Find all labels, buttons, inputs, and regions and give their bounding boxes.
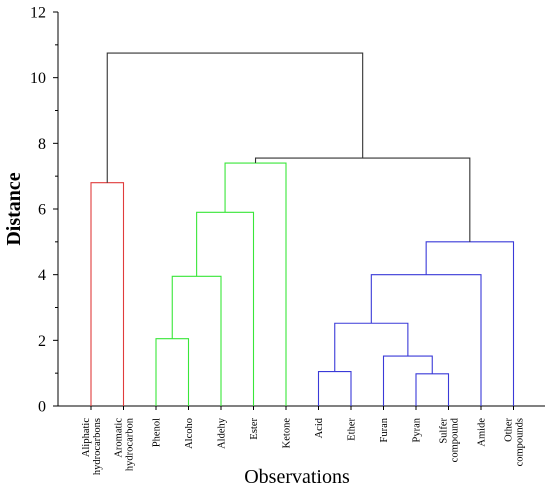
y-tick-label: 0 (38, 399, 46, 416)
leaf-label: Ester (249, 418, 260, 440)
leaf-label: Aliphatichydrocarbons (81, 418, 103, 475)
y-tick-label: 8 (38, 136, 46, 153)
leaf-label-line: Phenol (152, 418, 163, 447)
link-green-blue (254, 157, 471, 242)
y-tick-label: 10 (30, 70, 46, 87)
leaf-label-line: Ketone (282, 418, 293, 449)
leaf-label-line: Pyran (412, 417, 423, 442)
y-tick-label: 4 (38, 267, 46, 284)
link-phenol-alcoho-aldehy (171, 275, 222, 406)
leaf-label-line: Alcoho (184, 418, 195, 449)
leaf-label: Pyran (412, 417, 423, 442)
leaf-label: Alcoho (184, 418, 195, 449)
leaf-label-line: compound (450, 417, 461, 462)
leaf-label-line: compounds (515, 418, 526, 466)
leaf-label-line: Ether (347, 418, 358, 441)
link-plus-amide (370, 274, 482, 406)
leaf-labels: Aliphatichydrocarbons Aromatichydrocarbon… (81, 417, 526, 475)
link-aliphatic-aromatic (90, 182, 125, 406)
leaf-label: Amide (477, 418, 488, 447)
link-pyran-sulfer (415, 373, 450, 406)
link-plus-ketone (224, 162, 287, 406)
leaf-label-line: hydrocarbons (92, 418, 103, 475)
leaf-label-line: Sulfer (439, 418, 450, 444)
leaf-label: Phenol (152, 418, 163, 447)
link-plus-ester (196, 211, 255, 406)
y-tick-label: 12 (30, 5, 46, 22)
leaf-label: Ketone (282, 418, 293, 449)
link-acid-to-sulfer (334, 322, 409, 372)
leaf-label-line: Furan (379, 417, 390, 442)
y-tick-label: 2 (38, 333, 46, 350)
leaf-label-line: hydrocarbon (125, 417, 136, 471)
leaf-label-line: Aliphatic (81, 418, 92, 457)
dendrogram-links (90, 52, 515, 406)
y-axis-title: Distance (3, 172, 25, 245)
link-furan-pyran-sulfer (382, 355, 433, 406)
leaf-label: Aldehy (217, 417, 228, 449)
link-root (106, 52, 364, 183)
link-phenol-alcoho (155, 338, 190, 406)
leaf-label-line: Other (504, 418, 515, 442)
y-tick-label: 6 (38, 202, 46, 219)
link-acid-ether (317, 370, 352, 406)
leaf-label-line: Aldehy (217, 417, 228, 449)
leaf-label: Othercompounds (504, 418, 526, 467)
leaf-label: Acid (314, 417, 325, 438)
leaf-label-line: Amide (477, 418, 488, 447)
leaf-label-line: Acid (314, 417, 325, 438)
axes: 0 2 4 6 8 10 12 (30, 5, 545, 416)
link-plus-other (425, 241, 515, 406)
leaf-label: Ether (347, 418, 358, 441)
leaf-label: Sulfercompound (439, 417, 461, 462)
leaf-label: Aromatichydrocarbon (114, 417, 136, 471)
leaf-label-line: Aromatic (114, 418, 125, 458)
leaf-label: Furan (379, 417, 390, 442)
x-axis-title: Observations (244, 466, 350, 488)
leaf-label-line: Ester (249, 418, 260, 440)
